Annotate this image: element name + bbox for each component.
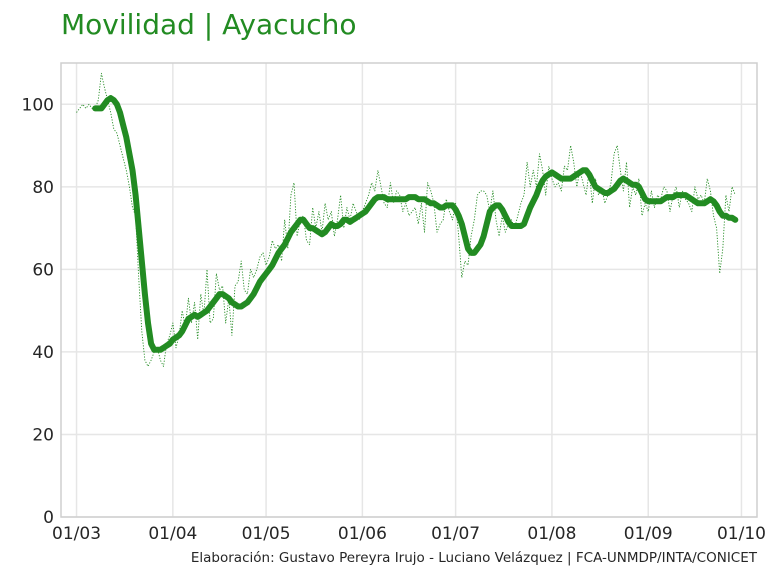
y-tick-label: 100 bbox=[22, 95, 54, 115]
y-tick-label: 40 bbox=[32, 343, 54, 363]
smoothed-series-line bbox=[92, 95, 739, 353]
plot-frame bbox=[60, 62, 758, 518]
x-tick-label: 01/05 bbox=[242, 524, 291, 544]
plot-area bbox=[61, 63, 757, 517]
footer-credit: Elaboración: Gustavo Pereyra Irujo - Luc… bbox=[190, 550, 757, 566]
y-tick-label: 20 bbox=[32, 425, 54, 445]
x-tick-label: 01/09 bbox=[624, 524, 673, 544]
y-tick-label: 0 bbox=[43, 508, 54, 528]
y-tick-label: 80 bbox=[32, 178, 54, 198]
x-tick-label: 01/03 bbox=[52, 524, 101, 544]
y-tick-label: 60 bbox=[32, 260, 54, 280]
x-tick-label: 01/07 bbox=[431, 524, 480, 544]
x-tick-label: 01/08 bbox=[527, 524, 576, 544]
chart-title: Movilidad | Ayacucho bbox=[61, 8, 357, 41]
x-tick-label: 01/04 bbox=[148, 524, 197, 544]
x-tick-label: 01/10 bbox=[717, 524, 766, 544]
x-tick-label: 01/06 bbox=[338, 524, 387, 544]
